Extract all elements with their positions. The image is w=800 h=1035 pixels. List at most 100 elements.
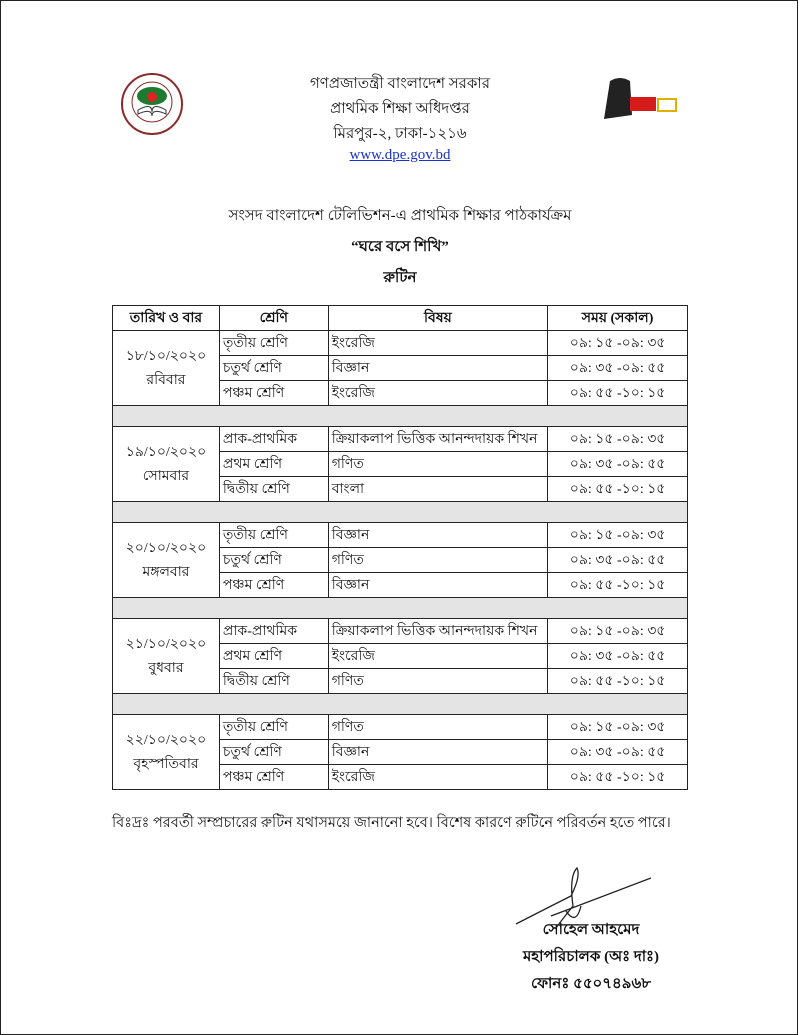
subject-cell: গণিত (327, 714, 549, 740)
table-row: ২০/১০/২০২০ মঙ্গলবার তৃতীয় শ্রেণি বিজ্ঞান ০… (112, 522, 688, 598)
time-cell: ০৯: ১৫ -০৯: ৩৫ (547, 426, 688, 452)
date-cell: ২২/১০/২০২০ বৃহস্পতিবার (112, 714, 220, 790)
time-cell: ০৯: ৫৫ -১০: ১৫ (547, 476, 688, 502)
time-cell: ০৯: ১৫ -০৯: ৩৫ (547, 522, 688, 548)
time-cell: ০৯: ১৫ -০৯: ৩৫ (547, 714, 688, 740)
time-cell: ০৯: ৫৫ -১০: ১৫ (547, 668, 688, 694)
weekday: রবিবার (146, 373, 186, 388)
separator-cell (112, 501, 688, 523)
table-row: ১৯/১০/২০২০ সোমবার প্রাক-প্রাথমিক ক্রিয়াকল… (112, 426, 688, 502)
class-cell: পঞ্চম শ্রেণি (218, 572, 329, 598)
separator-row (112, 405, 688, 427)
mujib-100-logo (604, 78, 677, 119)
separator-cell (112, 597, 688, 619)
subject-cell: গণিত (327, 547, 549, 573)
time-cell: ০৯: ৩৫ -০৯: ৫৫ (547, 643, 688, 669)
signatory-name: সোহেল আহমেদ (542, 922, 640, 938)
routine-heading: রুটিন (383, 270, 417, 286)
separator-row (112, 597, 688, 619)
govt-name: গণপ্রজাতন্ত্রী বাংলাদেশ সরকার (309, 76, 491, 92)
header-class: শ্রেণি (218, 305, 329, 331)
table-header-row: তারিখ ও বার শ্রেণি বিষয় সময় (সকাল) (112, 305, 688, 331)
weekday: সোমবার (142, 469, 190, 484)
table-row: ১৮/১০/২০২০ রবিবার তৃতীয় শ্রেণি ইংরেজি ০৯: … (112, 330, 688, 406)
separator-cell (112, 693, 688, 715)
program-name: “ঘরে বসে শিখি” (351, 239, 449, 255)
note-text: বিঃদ্রঃ পরবর্তী সম্প্রচারের রুটিন যথাসময… (112, 815, 671, 831)
subject-cell: বিজ্ঞান (327, 572, 549, 598)
class-cell: পঞ্চম শ্রেণি (218, 764, 329, 790)
time-cell: ০৯: ৩৫ -০৯: ৫৫ (547, 355, 688, 381)
date: ২০/১০/২০২০ (125, 541, 207, 556)
subject-cell: ক্রিয়াকলাপ ভিত্তিক আনন্দদায়ক শিখন (327, 426, 549, 452)
subject-cell: ইংরেজি (327, 764, 549, 790)
class-cell: চতুর্থ শ্রেণি (218, 355, 329, 381)
weekday: বৃহস্পতিবার (133, 757, 199, 772)
table-row: পঞ্চম শ্রেণি ইংরেজি ০৯: ৫৫ -১০: ১৫ (113, 380, 688, 406)
table-row: প্রথম শ্রেণি ইংরেজি ০৯: ৩৫ -০৯: ৫৫ (113, 643, 688, 669)
subject-cell: ইংরেজি (327, 380, 549, 406)
weekday: বুধবার (148, 661, 184, 676)
dpe-logo (121, 73, 183, 135)
date: ২২/১০/২০২০ (125, 733, 207, 748)
class-cell: চতুর্থ শ্রেণি (218, 739, 329, 765)
date-cell: ১৮/১০/২০২০ রবিবার (112, 330, 220, 406)
table-row: চতুর্থ শ্রেণি গণিত ০৯: ৩৫ -০৯: ৫৫ (113, 547, 688, 573)
separator-cell (112, 405, 688, 427)
subject-cell: গণিত (327, 451, 549, 477)
department-name: প্রাথমিক শিক্ষা অধিদপ্তর (330, 101, 470, 117)
class-cell: প্রাক-প্রাথমিক (218, 618, 329, 644)
header-date: তারিখ ও বার (112, 305, 220, 331)
program-title: সংসদ বাংলাদেশ টেলিভিশন-এ প্রাথমিক শিক্ষা… (228, 208, 572, 224)
header-subject: বিষয় (327, 305, 549, 331)
table-row: পঞ্চম শ্রেণি ইংরেজি ০৯: ৫৫ -১০: ১৫ (113, 764, 688, 790)
date-cell: ১৯/১০/২০২০ সোমবার (112, 426, 220, 502)
website-link[interactable]: www.dpe.gov.bd (349, 147, 451, 163)
address: মিরপুর-২, ঢাকা-১২১৬ (333, 126, 467, 142)
table-row: দ্বিতীয় শ্রেণি গণিত ০৯: ৫৫ -১০: ১৫ (113, 668, 688, 694)
time-cell: ০৯: ৫৫ -১০: ১৫ (547, 572, 688, 598)
class-cell: তৃতীয় শ্রেণি (218, 522, 329, 548)
class-cell: তৃতীয় শ্রেণি (218, 714, 329, 740)
subject-cell: গণিত (327, 668, 549, 694)
class-cell: প্রথম শ্রেণি (218, 643, 329, 669)
time-cell: ০৯: ৩৫ -০৯: ৫৫ (547, 451, 688, 477)
time-cell: ০৯: ৫৫ -১০: ১৫ (547, 764, 688, 790)
subject-cell: ইংরেজি (327, 643, 549, 669)
header-time: সময় (সকাল) (547, 305, 688, 331)
time-cell: ০৯: ৩৫ -০৯: ৫৫ (547, 739, 688, 765)
document-body: গণপ্রজাতন্ত্রী বাংলাদেশ সরকার প্রাথমিক শ… (100, 76, 700, 999)
table-row: পঞ্চম শ্রেণি বিজ্ঞান ০৯: ৫৫ -১০: ১৫ (113, 572, 688, 598)
class-cell: প্রাক-প্রাথমিক (218, 426, 329, 452)
title-block: সংসদ বাংলাদেশ টেলিভিশন-এ প্রাথমিক শিক্ষা… (100, 204, 700, 297)
subject-cell: বিজ্ঞান (327, 739, 549, 765)
class-cell: দ্বিতীয় শ্রেণি (218, 476, 329, 502)
date: ১৮/১০/২০২০ (125, 349, 207, 364)
signature (515, 866, 652, 929)
signature-block: সোহেল আহমেদ মহাপরিচালক (অঃ দাঃ) ফোনঃ ৫৫০… (112, 866, 688, 999)
subject-cell: বিজ্ঞান (327, 355, 549, 381)
class-cell: প্রথম শ্রেণি (218, 451, 329, 477)
date-cell: ২০/১০/২০২০ মঙ্গলবার (112, 522, 220, 598)
class-cell: চতুর্থ শ্রেণি (218, 547, 329, 573)
signatory-designation: মহাপরিচালক (অঃ দাঃ) (522, 949, 660, 965)
separator-row (112, 501, 688, 523)
class-cell: তৃতীয় শ্রেণি (218, 330, 329, 356)
time-cell: ০৯: ১৫ -০৯: ৩৫ (547, 330, 688, 356)
separator-row (112, 693, 688, 715)
time-cell: ০৯: ৩৫ -০৯: ৫৫ (547, 547, 688, 573)
routine-table: তারিখ ও বার শ্রেণি বিষয় সময় (সকাল) ১৮/… (112, 305, 688, 790)
subject-cell: বিজ্ঞান (327, 522, 549, 548)
subject-cell: ইংরেজি (327, 330, 549, 356)
table-row: ২২/১০/২০২০ বৃহস্পতিবার তৃতীয় শ্রেণি গণিত ০… (112, 714, 688, 790)
time-cell: ০৯: ৫৫ -১০: ১৫ (547, 380, 688, 406)
date: ১৯/১০/২০২০ (125, 445, 207, 460)
subject-cell: বাংলা (327, 476, 549, 502)
date: ২১/১০/২০২০ (125, 637, 207, 652)
weekday: মঙ্গলবার (142, 565, 190, 580)
subject-cell: ক্রিয়াকলাপ ভিত্তিক আনন্দদায়ক শিখন (327, 618, 549, 644)
class-cell: দ্বিতীয় শ্রেণি (218, 668, 329, 694)
signatory-phone: ফোনঃ ৫৫০৭৪৯৬৮ (530, 976, 652, 992)
table-row: চতুর্থ শ্রেণি বিজ্ঞান ০৯: ৩৫ -০৯: ৫৫ (113, 355, 688, 381)
date-cell: ২১/১০/২০২০ বুধবার (112, 618, 220, 694)
